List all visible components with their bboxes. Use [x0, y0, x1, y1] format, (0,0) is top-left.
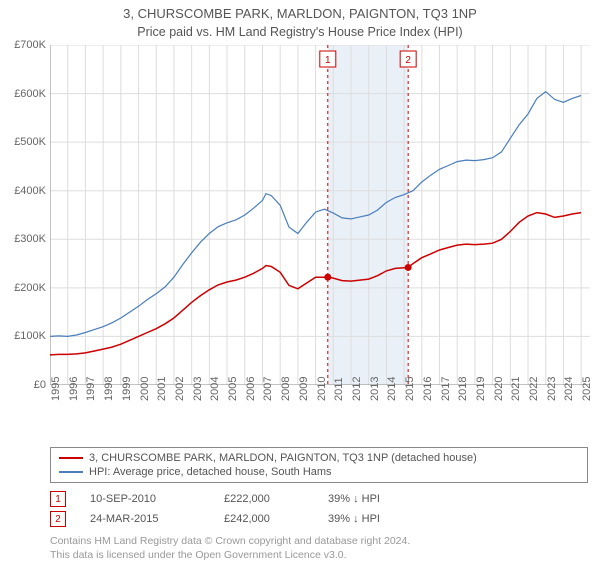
- x-tick-label: 1996: [68, 377, 80, 401]
- y-tick-label: £700K: [14, 39, 46, 51]
- x-tick-label: 2002: [174, 377, 186, 401]
- legend: 3, CHURSCOMBE PARK, MARLDON, PAIGNTON, T…: [50, 447, 588, 483]
- chart-title-line2: Price paid vs. HM Land Registry's House …: [0, 21, 600, 45]
- x-tick-label: 1995: [50, 377, 62, 401]
- y-tick-label: £400K: [14, 185, 46, 197]
- y-tick-label: £100K: [14, 330, 46, 342]
- x-tick-label: 2013: [369, 377, 381, 401]
- sale-marker-date: 10-SEP-2010: [90, 493, 200, 505]
- x-tick-label: 2025: [581, 377, 593, 401]
- footer-line1: Contains HM Land Registry data © Crown c…: [50, 535, 588, 549]
- legend-label: HPI: Average price, detached house, Sout…: [89, 466, 332, 478]
- x-tick-label: 2022: [528, 377, 540, 401]
- x-tick-label: 2017: [440, 377, 452, 401]
- sale-marker-table: 1 10-SEP-2010 £222,000 39% ↓ HPI 2 24-MAR-201…: [50, 489, 588, 529]
- svg-text:1: 1: [325, 55, 331, 66]
- sale-marker-price: £222,000: [224, 493, 304, 505]
- sale-marker-row: 1 10-SEP-2010 £222,000 39% ↓ HPI: [50, 489, 588, 509]
- sale-marker-delta: 39% ↓ HPI: [328, 493, 428, 505]
- x-tick-label: 2000: [139, 377, 151, 401]
- x-tick-label: 2023: [546, 377, 558, 401]
- x-tick-label: 1998: [103, 377, 115, 401]
- x-tick-label: 1999: [121, 377, 133, 401]
- x-tick-label: 1997: [85, 377, 97, 401]
- x-tick-label: 2012: [351, 377, 363, 401]
- plot-surface: 12: [50, 45, 590, 385]
- x-tick-label: 2006: [245, 377, 257, 401]
- x-tick-label: 2010: [316, 377, 328, 401]
- x-axis-labels: 1995199619971998199920002001200220032004…: [50, 387, 590, 421]
- y-tick-label: £300K: [14, 233, 46, 245]
- sale-marker-delta: 39% ↓ HPI: [328, 513, 428, 525]
- footer-attribution: Contains HM Land Registry data © Crown c…: [50, 535, 588, 562]
- x-tick-label: 2008: [280, 377, 292, 401]
- x-tick-label: 2009: [298, 377, 310, 401]
- x-tick-label: 2020: [493, 377, 505, 401]
- x-tick-label: 2015: [404, 377, 416, 401]
- svg-text:2: 2: [405, 55, 411, 66]
- sale-marker-index-box: 2: [50, 511, 66, 527]
- x-tick-label: 2001: [156, 377, 168, 401]
- legend-swatch: [59, 471, 83, 473]
- x-tick-label: 2011: [333, 377, 345, 401]
- legend-label: 3, CHURSCOMBE PARK, MARLDON, PAIGNTON, T…: [89, 452, 477, 464]
- sale-marker-row: 2 24-MAR-2015 £242,000 39% ↓ HPI: [50, 509, 588, 529]
- chart-area: £0£100K£200K£300K£400K£500K£600K£700K 12…: [50, 45, 590, 405]
- x-tick-label: 2004: [209, 377, 221, 401]
- x-tick-label: 2003: [192, 377, 204, 401]
- x-tick-label: 2024: [563, 377, 575, 401]
- y-tick-label: £0: [34, 379, 46, 391]
- y-tick-label: £500K: [14, 136, 46, 148]
- legend-swatch: [59, 457, 83, 459]
- legend-row: 3, CHURSCOMBE PARK, MARLDON, PAIGNTON, T…: [59, 451, 579, 465]
- x-tick-label: 2016: [422, 377, 434, 401]
- chart-title-line1: 3, CHURSCOMBE PARK, MARLDON, PAIGNTON, T…: [0, 0, 600, 21]
- chart-container: 3, CHURSCOMBE PARK, MARLDON, PAIGNTON, T…: [0, 0, 600, 560]
- x-tick-label: 2018: [457, 377, 469, 401]
- x-tick-label: 2021: [510, 377, 522, 401]
- sale-marker-price: £242,000: [224, 513, 304, 525]
- legend-row: HPI: Average price, detached house, Sout…: [59, 465, 579, 479]
- y-tick-label: £600K: [14, 88, 46, 100]
- sale-marker-date: 24-MAR-2015: [90, 513, 200, 525]
- sale-marker-index-box: 1: [50, 491, 66, 507]
- x-tick-label: 2014: [386, 377, 398, 401]
- x-tick-label: 2019: [475, 377, 487, 401]
- x-tick-label: 2007: [262, 377, 274, 401]
- x-tick-label: 2005: [227, 377, 239, 401]
- y-axis-labels: £0£100K£200K£300K£400K£500K£600K£700K: [0, 45, 48, 385]
- y-tick-label: £200K: [14, 282, 46, 294]
- chart-svg: 12: [50, 45, 590, 385]
